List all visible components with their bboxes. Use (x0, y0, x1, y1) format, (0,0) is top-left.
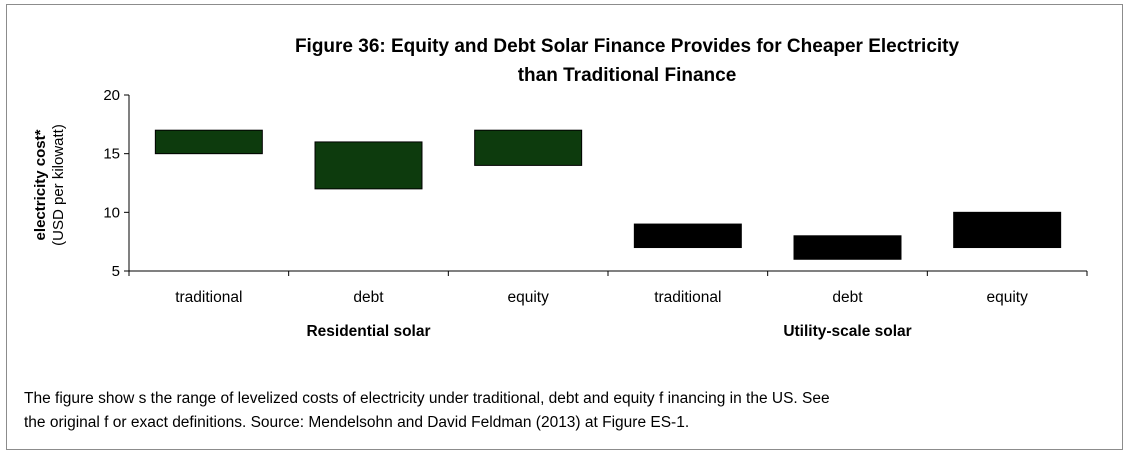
y-tick-label: 10 (103, 204, 120, 221)
chart-title-line1: Figure 36: Equity and Debt Solar Finance… (295, 36, 960, 57)
x-category-label: traditional (654, 289, 721, 306)
range-bar-chart: Figure 36: Equity and Debt Solar Finance… (32, 36, 1088, 340)
range-bar (474, 129, 583, 166)
x-group-label: Residential solar (306, 323, 430, 340)
range-bar (633, 223, 742, 249)
y-tick-label: 5 (112, 263, 120, 280)
range-bar (154, 129, 263, 155)
caption-line-1: The figure show s the range of levelized… (24, 390, 830, 407)
range-bar (314, 141, 423, 190)
figure-frame: Figure 36: Equity and Debt Solar Finance… (6, 4, 1123, 450)
chart-title-line2: than Traditional Finance (518, 65, 737, 86)
range-bar (953, 211, 1062, 249)
x-category-label: debt (353, 289, 384, 306)
x-group-label: Utility-scale solar (783, 323, 911, 340)
caption-line-2: the original f or exact definitions. Sou… (24, 414, 690, 431)
figure-caption: The figure show s the range of levelized… (24, 387, 1114, 435)
y-axis-unit: (USD per kilowatt) (50, 124, 67, 246)
y-axis-title: electricity cost* (USD per kilowatt) (32, 124, 67, 246)
y-axis-label: electricity cost* (32, 129, 49, 240)
plot-area: 5 10 15 20 traditional debt equity traditional d… (103, 87, 1088, 340)
y-tick-label: 15 (103, 146, 120, 163)
y-tick-label: 20 (103, 87, 120, 104)
range-bar (793, 235, 902, 260)
x-category-label: equity (986, 289, 1028, 306)
x-category-label: equity (507, 289, 549, 306)
x-category-label: traditional (175, 289, 242, 306)
x-category-label: debt (832, 289, 863, 306)
